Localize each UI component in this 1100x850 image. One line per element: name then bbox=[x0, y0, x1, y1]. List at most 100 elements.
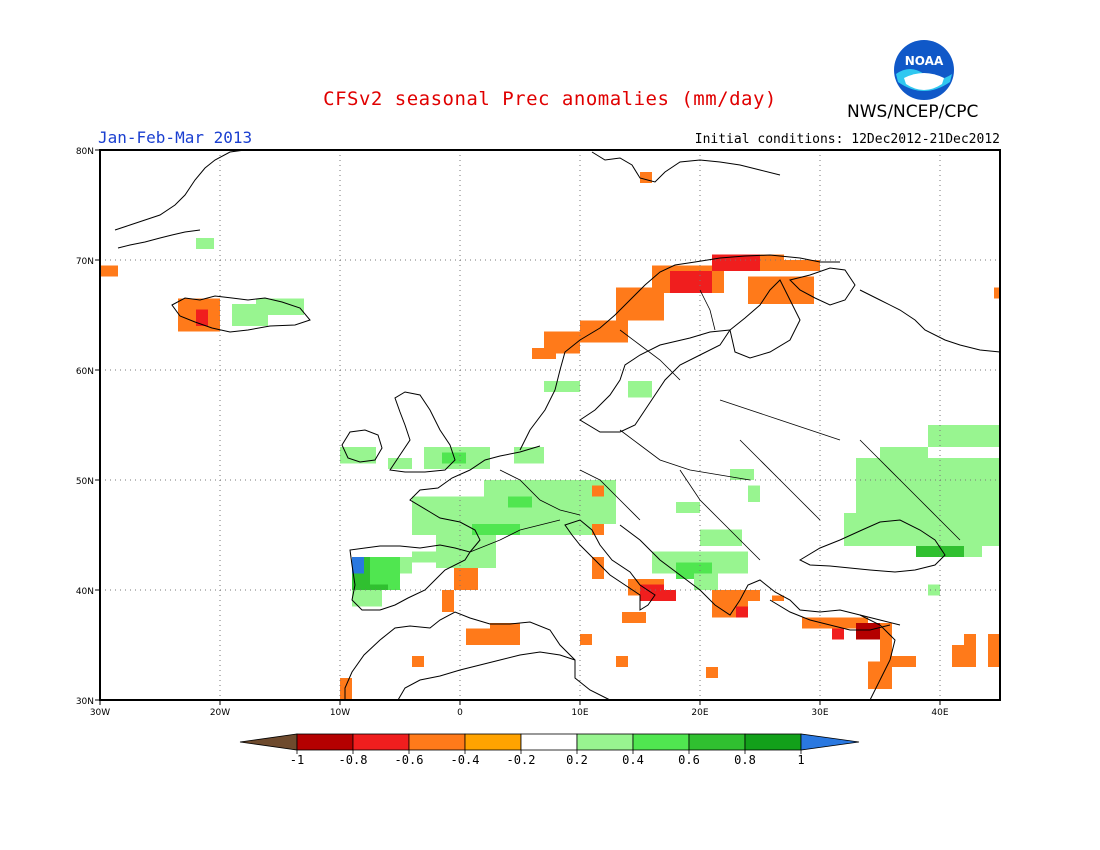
border-5 bbox=[679, 469, 761, 561]
colorbar-label: -0.8 bbox=[339, 753, 368, 767]
colorbar-label: -1 bbox=[290, 753, 304, 767]
coastline-greenland-2 bbox=[117, 229, 201, 249]
lat-tick-label: 50N bbox=[76, 477, 94, 487]
country-borders bbox=[469, 289, 961, 561]
lon-tick-label: 30E bbox=[811, 708, 828, 718]
anomaly-cell-28 bbox=[508, 496, 532, 508]
anomaly-cell-59 bbox=[340, 678, 352, 700]
colorbar-box-p1 bbox=[576, 733, 634, 751]
coastline-europe bbox=[344, 611, 611, 701]
coastline-ireland bbox=[341, 429, 383, 463]
anomaly-cell-78 bbox=[964, 634, 976, 656]
lon-tick-label: 30W bbox=[90, 708, 110, 718]
coastline-britain bbox=[389, 391, 456, 473]
colorbar-box-n1 bbox=[464, 733, 522, 751]
noaa-logo-icon: NOAA bbox=[894, 40, 954, 100]
border-2 bbox=[499, 469, 581, 516]
anomaly-layer bbox=[100, 172, 1000, 700]
border-8 bbox=[859, 439, 961, 541]
anomaly-cell-57 bbox=[490, 623, 520, 629]
anomaly-cell-51 bbox=[364, 584, 388, 590]
coastline-kola bbox=[789, 267, 856, 306]
anomaly-cell-31 bbox=[592, 502, 616, 524]
anomaly-cell-13 bbox=[616, 287, 664, 321]
anomaly-cell-80 bbox=[706, 667, 718, 678]
coastline-iberia bbox=[349, 544, 471, 611]
border-10 bbox=[699, 289, 716, 331]
anomaly-cell-40 bbox=[880, 447, 928, 458]
lat-lon-grid bbox=[95, 149, 1000, 705]
anomaly-cell-65 bbox=[622, 612, 646, 623]
border-4 bbox=[619, 429, 751, 481]
anomaly-cell-50 bbox=[352, 590, 382, 607]
border-1 bbox=[469, 519, 561, 553]
anomaly-cell-37 bbox=[730, 469, 754, 480]
anomaly-cell-5 bbox=[196, 238, 214, 249]
coastline-france bbox=[409, 445, 541, 553]
anomaly-cell-75 bbox=[868, 661, 892, 689]
anomaly-cell-41 bbox=[928, 425, 1000, 447]
anomaly-cell-56 bbox=[466, 628, 520, 645]
colorbar-box-n2 bbox=[408, 733, 466, 751]
anomaly-cell-11 bbox=[760, 254, 784, 271]
colorbar-labels: -1 -0.8 -0.6 -0.4 -0.2 0.2 0.4 0.6 0.8 1 bbox=[290, 750, 805, 767]
anomaly-cell-68 bbox=[736, 606, 748, 618]
anomaly-cell-73 bbox=[832, 628, 844, 640]
anomaly-cell-70 bbox=[772, 595, 784, 601]
colorbar-label: 0.8 bbox=[734, 753, 756, 767]
anomaly-cell-69 bbox=[736, 590, 760, 601]
anomaly-cell-18 bbox=[994, 287, 1000, 299]
border-7 bbox=[719, 399, 841, 441]
anomaly-cell-82 bbox=[592, 485, 604, 497]
anomaly-cell-22 bbox=[388, 458, 412, 469]
anomaly-cell-64 bbox=[664, 590, 676, 601]
initial-conditions-label: Initial conditions: 12Dec2012-21Dec2012 bbox=[694, 132, 1000, 147]
anomaly-cell-39 bbox=[856, 458, 1000, 513]
anomaly-cell-44 bbox=[916, 546, 964, 557]
coastline-svalbard bbox=[591, 151, 781, 183]
lon-tick-label: 40E bbox=[931, 708, 948, 718]
coastline-russia-north bbox=[859, 289, 1001, 353]
anomaly-cell-81 bbox=[616, 656, 628, 667]
anomaly-cell-38 bbox=[748, 485, 760, 502]
noaa-logo-text: NOAA bbox=[905, 54, 944, 68]
colorbar-box-p3 bbox=[688, 733, 746, 751]
anomaly-cell-71 bbox=[802, 617, 868, 629]
border-3 bbox=[579, 469, 641, 521]
map-frame bbox=[99, 149, 1001, 701]
colorbar-box-n4 bbox=[296, 733, 354, 751]
agency-label: NWS/NCEP/CPC bbox=[847, 102, 979, 122]
lon-tick-label: 20W bbox=[210, 708, 230, 718]
anomaly-cell-12 bbox=[784, 260, 820, 271]
anomaly-cell-45 bbox=[964, 546, 982, 557]
lon-tick-label: 10E bbox=[571, 708, 588, 718]
coastline-italy bbox=[564, 519, 656, 611]
anomaly-cell-14 bbox=[580, 320, 628, 343]
anomaly-cell-29 bbox=[472, 524, 520, 535]
coastline-levant bbox=[859, 614, 896, 701]
anomaly-cell-20 bbox=[628, 381, 652, 398]
anomaly-cell-76 bbox=[892, 656, 916, 667]
lat-tick-label: 80N bbox=[76, 147, 94, 157]
coastline-balkans bbox=[619, 524, 901, 626]
colorbar-label: 0.2 bbox=[566, 753, 588, 767]
border-6 bbox=[739, 439, 821, 521]
coastline-baltic bbox=[579, 329, 732, 433]
lon-tick-label: 20E bbox=[691, 708, 708, 718]
colorbar-label: 0.6 bbox=[678, 753, 700, 767]
lon-tick-label: 0 bbox=[457, 708, 463, 718]
colorbar-label: -0.4 bbox=[451, 753, 480, 767]
map-title: CFSv2 seasonal Prec anomalies (mm/day) bbox=[323, 88, 777, 110]
lat-tick-label: 40N bbox=[76, 587, 94, 597]
colorbar-arrow-low bbox=[239, 733, 298, 751]
anomaly-cell-61 bbox=[592, 557, 604, 579]
anomaly-cell-16 bbox=[532, 348, 556, 359]
coastline-greenland bbox=[114, 149, 246, 231]
anomaly-cell-66 bbox=[580, 634, 592, 645]
lat-tick-label: 30N bbox=[76, 697, 94, 707]
anomaly-cell-6 bbox=[184, 304, 196, 310]
anomaly-cell-46 bbox=[928, 584, 940, 596]
